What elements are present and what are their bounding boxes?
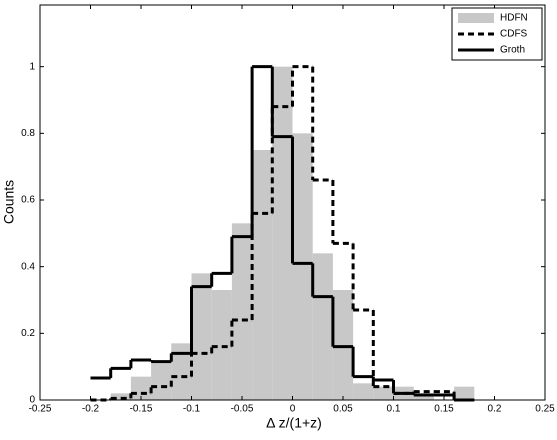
bar bbox=[191, 273, 212, 400]
bar bbox=[231, 223, 253, 400]
bar bbox=[272, 66, 293, 401]
x-tick-label: 0.1 bbox=[387, 404, 401, 415]
bar bbox=[211, 290, 232, 400]
y-tick-label: 0 bbox=[29, 395, 35, 406]
x-axis-label: Δ z/(1+z) bbox=[266, 415, 322, 431]
bar bbox=[312, 253, 333, 400]
bar bbox=[292, 133, 313, 401]
bar bbox=[332, 290, 354, 400]
x-tick-label: -0.1 bbox=[183, 404, 201, 415]
bar bbox=[171, 343, 192, 400]
x-tick-label: 0.15 bbox=[434, 404, 454, 415]
y-tick-label: 0.6 bbox=[21, 195, 35, 206]
x-tick-label: -0.15 bbox=[130, 404, 153, 415]
bar bbox=[454, 386, 475, 400]
x-tick-label: 0.25 bbox=[535, 404, 555, 415]
legend-swatch bbox=[458, 13, 494, 23]
x-tick-label: -0.2 bbox=[82, 404, 100, 415]
bar bbox=[252, 150, 273, 400]
y-tick-label: 0.2 bbox=[21, 328, 35, 339]
bar bbox=[353, 383, 374, 400]
x-tick-label: 0.2 bbox=[488, 404, 502, 415]
y-axis-label: Counts bbox=[1, 180, 17, 224]
bar bbox=[373, 386, 394, 400]
y-tick-label: 0.4 bbox=[21, 261, 35, 272]
bar bbox=[151, 363, 172, 400]
legend-label: Groth bbox=[500, 45, 525, 56]
y-tick-label: 0.8 bbox=[21, 128, 35, 139]
x-tick-label: -0.25 bbox=[29, 404, 52, 415]
x-tick-label: 0.05 bbox=[333, 404, 353, 415]
bar bbox=[413, 393, 434, 400]
legend-label: CDFS bbox=[500, 29, 528, 40]
bar bbox=[110, 393, 131, 400]
y-tick-label: 1 bbox=[29, 61, 35, 72]
legend-label: HDFN bbox=[500, 13, 528, 24]
x-tick-label: 0 bbox=[290, 404, 296, 415]
x-tick-label: -0.05 bbox=[231, 404, 254, 415]
